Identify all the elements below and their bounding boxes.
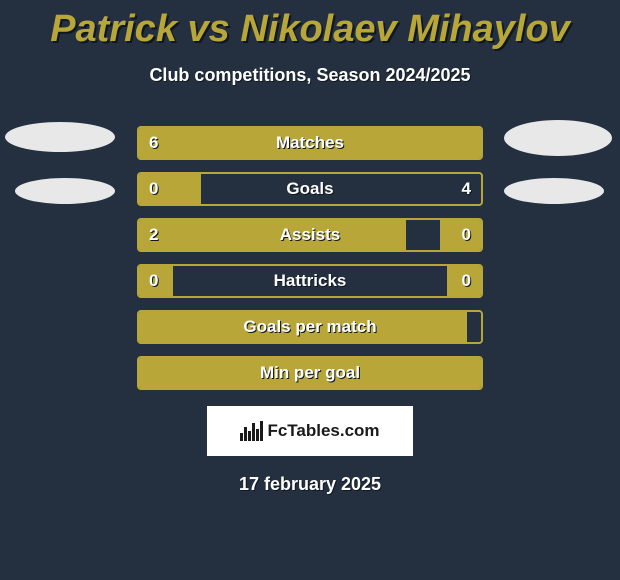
bar-fill-right bbox=[440, 220, 481, 250]
stat-bar: 6Matches bbox=[137, 126, 483, 160]
player1-team-logo bbox=[15, 178, 115, 204]
stat-bar: Goals per match bbox=[137, 310, 483, 344]
footer-date: 17 february 2025 bbox=[0, 474, 620, 495]
page-subtitle: Club competitions, Season 2024/2025 bbox=[0, 65, 620, 86]
bar-label: Hattricks bbox=[139, 271, 481, 291]
bar-fill-left bbox=[139, 174, 201, 204]
fctables-logo[interactable]: FcTables.com bbox=[207, 406, 413, 456]
player2-team-logo bbox=[504, 178, 604, 204]
logo-text: FcTables.com bbox=[267, 421, 379, 441]
bar-fill-left bbox=[139, 266, 173, 296]
bar-fill-left bbox=[139, 220, 406, 250]
page-title: Patrick vs Nikolaev Mihaylov bbox=[0, 0, 620, 51]
bar-fill-right bbox=[447, 266, 481, 296]
logo-chart-icon bbox=[240, 421, 263, 441]
bar-right-value: 4 bbox=[462, 179, 471, 199]
stat-bar: 20Assists bbox=[137, 218, 483, 252]
bar-fill-left bbox=[139, 312, 467, 342]
stats-bars: 6Matches 04Goals 20Assists 00Hattricks Goals… bbox=[137, 126, 483, 390]
player2-avatar bbox=[504, 120, 612, 156]
stat-bar: Min per goal bbox=[137, 356, 483, 390]
stat-bar: 00Hattricks bbox=[137, 264, 483, 298]
bar-fill-left bbox=[139, 128, 481, 158]
stat-bar: 04Goals bbox=[137, 172, 483, 206]
bar-fill-left bbox=[139, 358, 481, 388]
player1-avatar bbox=[5, 122, 115, 152]
